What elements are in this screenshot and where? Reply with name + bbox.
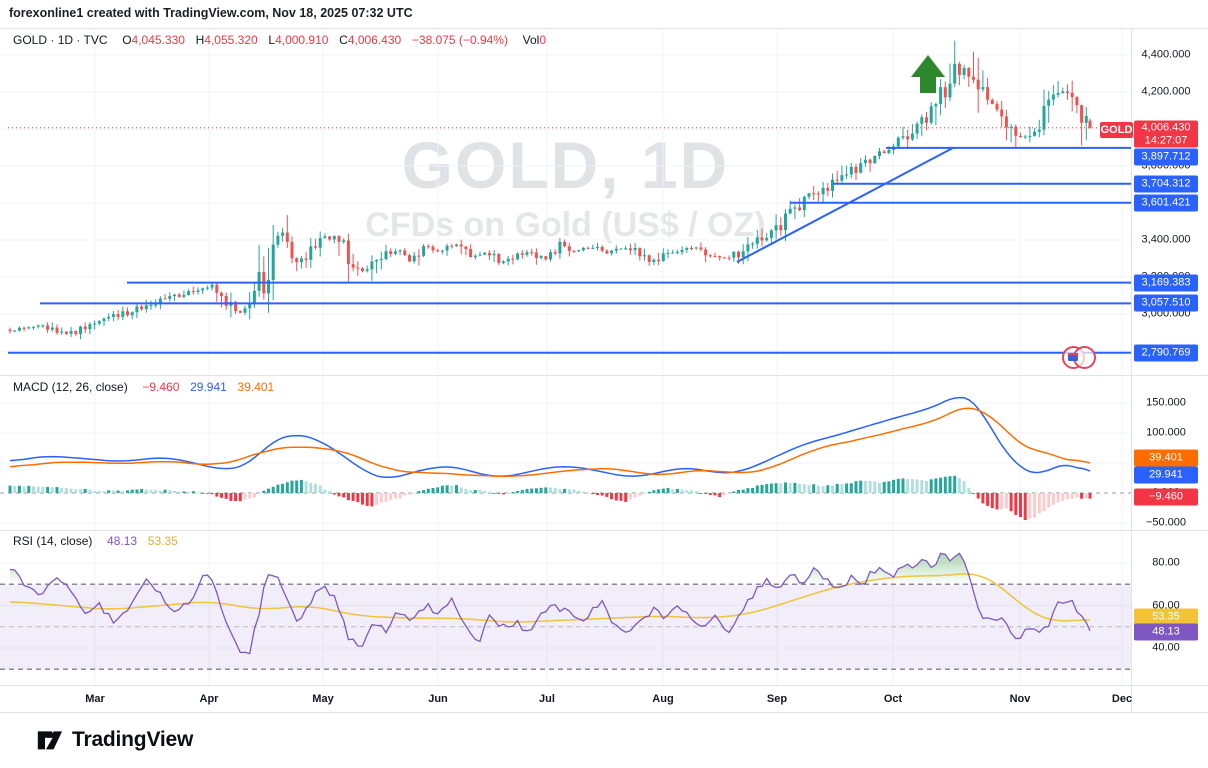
low-label: L	[268, 33, 276, 47]
time-axis-label-apr: Apr	[199, 693, 219, 705]
chart-panes[interactable]	[0, 29, 1131, 685]
rsi-ma-value: 53.35	[147, 534, 178, 548]
rsi-line	[9, 552, 1091, 655]
legend-separator: ·	[50, 33, 55, 47]
up-arrow-icon[interactable]	[911, 55, 945, 93]
rsi-legend: RSI (14, close) 48.13 53.35	[13, 534, 178, 548]
low-value: 4,000.910	[275, 33, 329, 47]
open-value: 4,045.330	[131, 33, 185, 47]
high-label: H	[195, 33, 205, 47]
volume-value: 0	[539, 33, 547, 47]
time-axis-label-dec: Dec	[1111, 693, 1133, 705]
rsi-ma-line	[9, 573, 1091, 623]
volume-label: Vol	[522, 33, 540, 47]
rsi-value: 48.13	[107, 534, 138, 548]
macd-signal-line	[9, 407, 1091, 478]
attribution-bar: forexonline1 created with TradingView.co…	[0, 0, 1208, 29]
macd-title[interactable]: MACD (12, 26, close)	[13, 380, 128, 394]
high-value: 4,055.320	[204, 33, 258, 47]
time-axis-label-may: May	[312, 693, 334, 705]
time-axis-label-sep: Sep	[766, 693, 788, 705]
time-axis-label-jul: Jul	[539, 693, 555, 705]
macd-signal-value: 39.401	[237, 380, 275, 394]
tradingview-wordmark: TradingView	[72, 727, 194, 751]
interval-label[interactable]: 1D	[57, 33, 74, 47]
rsi-title[interactable]: RSI (14, close)	[13, 534, 93, 548]
time-scale[interactable]: Mar Apr May Jun Jul Aug Sep Oct Nov Dec	[0, 686, 1208, 712]
trend-line[interactable]	[736, 147, 954, 263]
time-axis-label-nov: Nov	[1009, 693, 1031, 705]
tradingview-logo[interactable]: TradingView	[36, 726, 193, 753]
time-axis-label-mar: Mar	[85, 693, 105, 705]
time-axis-label-aug: Aug	[652, 693, 674, 705]
exchange-label: TVC	[83, 33, 108, 47]
time-axis-label-jun: Jun	[428, 693, 448, 705]
close-label: C	[339, 33, 348, 47]
legend-separator: ·	[76, 33, 81, 47]
change-value: −38.075 (−0.94%)	[411, 33, 508, 47]
time-axis-label-oct: Oct	[883, 693, 903, 705]
macd-legend: MACD (12, 26, close) −9.460 29.941 39.40…	[13, 380, 274, 394]
symbol-legend: GOLD · 1D · TVC O4,045.330 H4,055.320 L4…	[13, 33, 546, 47]
open-label: O	[122, 33, 132, 47]
close-value: 4,006.430	[347, 33, 402, 47]
macd-hist-value: −9.460	[142, 380, 180, 394]
attribution-text: forexonline1 created with TradingView.co…	[9, 6, 413, 20]
macd-line	[9, 396, 1091, 479]
tradingview-logomark-icon	[37, 731, 63, 750]
macd-line-value: 29.941	[190, 380, 227, 394]
line-flag-icon	[1062, 346, 1096, 370]
symbol-name[interactable]: GOLD	[13, 33, 48, 47]
